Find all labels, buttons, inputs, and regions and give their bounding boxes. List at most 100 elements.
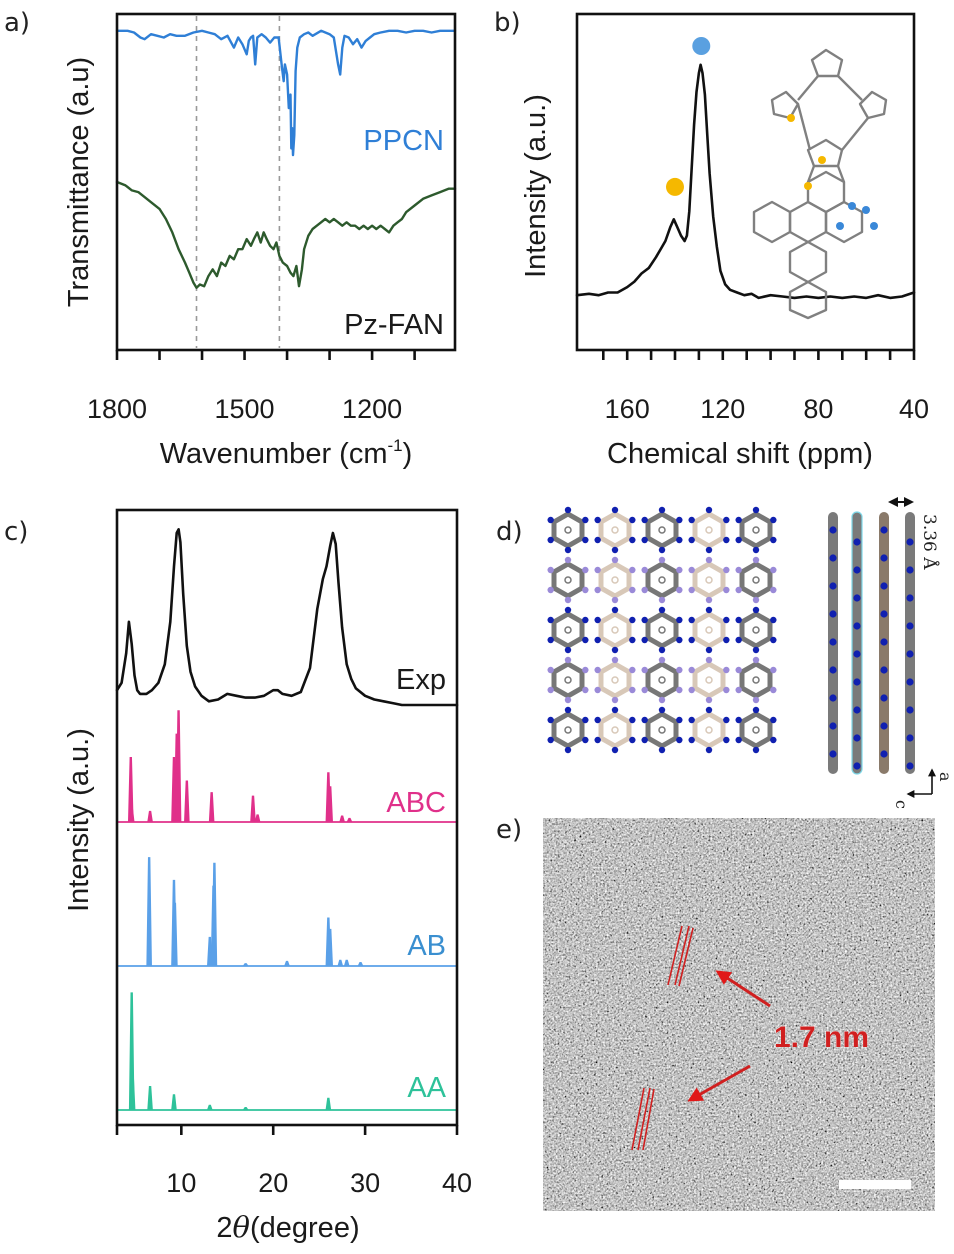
pore-center bbox=[564, 726, 572, 734]
peak-abc bbox=[147, 810, 153, 823]
lattice-node bbox=[551, 561, 585, 599]
nitrogen-atom bbox=[582, 716, 589, 724]
nitrogen-atom bbox=[629, 736, 636, 744]
lattice-node bbox=[645, 561, 679, 599]
nitrogen-atom bbox=[641, 686, 648, 694]
nitrogen-atom bbox=[547, 616, 554, 624]
nitrogen-atom bbox=[611, 606, 619, 614]
lattice-node bbox=[739, 611, 773, 649]
nitrogen-atom bbox=[829, 722, 837, 730]
panel-label-a: a) bbox=[4, 8, 30, 38]
nitrogen-atom bbox=[906, 650, 914, 658]
nitrogen-atom bbox=[853, 650, 861, 658]
lattice-node bbox=[551, 661, 585, 699]
nitrogen-atom bbox=[688, 566, 695, 574]
nitrogen-atom bbox=[770, 586, 777, 594]
nitrogen-atom bbox=[582, 666, 589, 674]
nitrogen-atom bbox=[547, 636, 554, 644]
atom-highlight-blue bbox=[870, 222, 878, 230]
peak-abc bbox=[254, 814, 261, 823]
nitrogen-atom bbox=[752, 696, 760, 704]
nitrogen-atom bbox=[723, 686, 730, 694]
panel-b-nmr-spectrum: b) bbox=[494, 8, 929, 470]
x-axis-title-suffix: (degree) bbox=[250, 1212, 360, 1244]
series-label-exp: Exp bbox=[396, 664, 446, 696]
nitrogen-atom bbox=[629, 686, 636, 694]
nitrogen-atom bbox=[658, 546, 666, 554]
lattice-node bbox=[598, 661, 632, 699]
nitrogen-atom bbox=[829, 610, 837, 618]
series-label-ppcn: PPCN bbox=[363, 125, 444, 157]
peak-aa bbox=[147, 1086, 153, 1111]
nitrogen-atom bbox=[564, 606, 572, 614]
fringe-spacing-label: 1.7 nm bbox=[774, 1021, 869, 1054]
nitrogen-atom bbox=[705, 656, 713, 664]
nitrogen-atom bbox=[676, 586, 683, 594]
series-line-nmr bbox=[575, 63, 916, 300]
nitrogen-atom bbox=[752, 746, 760, 754]
peak-markers bbox=[665, 37, 711, 196]
nitrogen-atom bbox=[688, 616, 695, 624]
nitrogen-atom bbox=[880, 666, 888, 674]
lattice-node bbox=[692, 511, 726, 549]
x-tick-label: 1500 bbox=[215, 394, 275, 424]
nitrogen-atom bbox=[752, 606, 760, 614]
series-group bbox=[115, 29, 457, 289]
peak-ab bbox=[327, 928, 333, 967]
nitrogen-atom bbox=[752, 546, 760, 554]
nitrogen-atom bbox=[752, 706, 760, 714]
x-tick-label: 40 bbox=[442, 1168, 472, 1198]
peak-abc bbox=[184, 780, 190, 823]
nitrogen-atom bbox=[611, 696, 619, 704]
nitrogen-atom bbox=[594, 616, 601, 624]
pore-center bbox=[611, 576, 619, 584]
nitrogen-atom bbox=[658, 556, 666, 564]
series-label-aa: AA bbox=[407, 1072, 446, 1104]
nitrogen-atom bbox=[658, 506, 666, 514]
nitrogen-atom bbox=[676, 666, 683, 674]
panel-label-c: c) bbox=[4, 517, 28, 547]
pore-center bbox=[658, 526, 666, 534]
x-tick-label: 10 bbox=[166, 1168, 196, 1198]
nitrogen-atom bbox=[658, 596, 666, 604]
nitrogen-atom bbox=[723, 666, 730, 674]
nitrogen-atom bbox=[676, 686, 683, 694]
annotation-arrow-upper bbox=[715, 970, 771, 1008]
nitrogen-atom bbox=[688, 536, 695, 544]
peak-ab bbox=[210, 885, 217, 967]
nitrogen-atom bbox=[752, 506, 760, 514]
peak-abc bbox=[327, 786, 333, 823]
lattice-node bbox=[739, 661, 773, 699]
nitrogen-atom bbox=[658, 706, 666, 714]
lattice-node bbox=[645, 511, 679, 549]
x-axis-title-theta: θ bbox=[233, 1210, 250, 1244]
atom-highlight-blue bbox=[836, 222, 844, 230]
plot-frame bbox=[575, 12, 916, 352]
nitrogen-atom bbox=[880, 554, 888, 562]
peak-aa bbox=[242, 1107, 249, 1111]
nitrogen-atom bbox=[564, 596, 572, 604]
nitrogen-atom bbox=[676, 536, 683, 544]
nitrogen-atom bbox=[688, 586, 695, 594]
nitrogen-atom bbox=[594, 666, 601, 674]
x-axis-title-main: Wavenumber (cm bbox=[160, 438, 388, 470]
nitrogen-atom bbox=[853, 622, 861, 630]
x-tick-label: 30 bbox=[350, 1168, 380, 1198]
series-label-abc: ABC bbox=[386, 787, 446, 819]
x-axis-ticks bbox=[115, 350, 416, 360]
reference-lines bbox=[195, 16, 281, 348]
nitrogen-atom bbox=[641, 716, 648, 724]
nitrogen-atom bbox=[641, 536, 648, 544]
peak-abc bbox=[250, 795, 256, 823]
nitrogen-atom bbox=[853, 706, 861, 714]
nitrogen-atom bbox=[906, 538, 914, 546]
pore-center bbox=[611, 676, 619, 684]
pore-center bbox=[658, 676, 666, 684]
nitrogen-atom bbox=[752, 656, 760, 664]
panel-e-tem-image: e) 1.7 nm bbox=[496, 815, 935, 1211]
nitrogen-atom bbox=[641, 516, 648, 524]
pyrrole-ring-center bbox=[806, 138, 844, 168]
nitrogen-atom bbox=[752, 556, 760, 564]
nitrogen-atom bbox=[705, 506, 713, 514]
